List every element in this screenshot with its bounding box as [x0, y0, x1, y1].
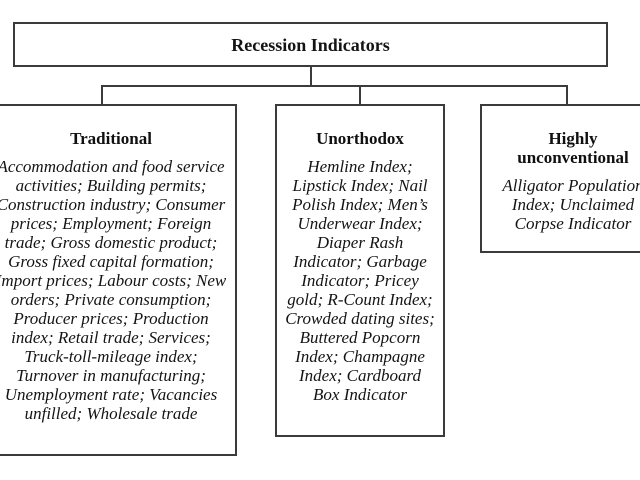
connector-drop-unorthodox [359, 85, 361, 104]
text-line: Construction industry; Consumer [0, 195, 226, 214]
text-line: orders; Private consumption; [10, 290, 212, 309]
branch-box-traditional: Traditional Accommodation and food servi… [0, 104, 237, 456]
text-line: Producer prices; Production [13, 309, 209, 328]
branch-box-highly-unconventional: Highly unconventional Alligator Populatio… [480, 104, 640, 253]
text-line: activities; Building permits; [15, 176, 207, 195]
text-line: index; Retail trade; Services; [11, 328, 211, 347]
branch-box-unorthodox: Unorthodox Hemline Index; Lipstick Index;… [275, 104, 445, 437]
connector-drop-highly-unconventional [566, 85, 568, 104]
text-line: Polish Index; Men’s [292, 195, 428, 214]
text-line: Indicator; Pricey [301, 271, 419, 290]
text-line: unconventional [517, 148, 629, 167]
text-line: Highly [548, 129, 598, 148]
connector-stem [310, 67, 312, 85]
text-line: unfilled; Wholesale trade [24, 404, 198, 423]
text-line: Index; Unclaimed [511, 195, 635, 214]
branch-items-highly-unconventional: Alligator Population Index; Unclaimed Corp… [482, 176, 640, 233]
text-line: Buttered Popcorn [299, 328, 421, 347]
text-line: Lipstick Index; Nail [292, 176, 428, 195]
text-line: trade; Gross domestic product; [4, 233, 218, 252]
text-line: Alligator Population [502, 176, 640, 195]
text-line: Hemline Index; [307, 157, 413, 176]
text-line: Truck-toll-mileage index; [24, 347, 198, 366]
root-title: Recession Indicators [231, 34, 390, 55]
text-line: Unemployment rate; Vacancies [4, 385, 218, 404]
text-line: Turnover in manufacturing; [16, 366, 206, 385]
connector-drop-traditional [101, 85, 103, 104]
text-line: Accommodation and food service [0, 157, 225, 176]
connector-rail [101, 85, 568, 87]
text-line: prices; Employment; Foreign [10, 214, 212, 233]
text-line: Box Indicator [313, 385, 407, 404]
text-line: Corpse Indicator [514, 214, 632, 233]
root-box: Recession Indicators [13, 22, 608, 67]
text-line: Diaper Rash [316, 233, 404, 252]
branch-content-traditional: Traditional Accommodation and food servi… [0, 106, 261, 423]
text-line: Underwear Index; [297, 214, 423, 233]
text-line: Index; Champagne [295, 347, 425, 366]
text-line: Import prices; Labour costs; New [0, 271, 227, 290]
text-line: Gross fixed capital formation; [8, 252, 214, 271]
text-line: Indicator; Garbage [293, 252, 427, 271]
text-line: gold; R-Count Index; [287, 290, 433, 309]
branch-items-unorthodox: Hemline Index; Lipstick Index; Nail Polish… [277, 157, 443, 404]
text-line: Crowded dating sites; [285, 309, 435, 328]
text-line: Index; Cardboard [299, 366, 421, 385]
branch-title-unorthodox: Unorthodox [316, 129, 404, 148]
branch-items-traditional: Accommodation and food service activities… [0, 157, 261, 423]
branch-title-traditional: Traditional [70, 129, 152, 148]
branch-title-highly-unconventional: Highly unconventional [482, 129, 640, 167]
